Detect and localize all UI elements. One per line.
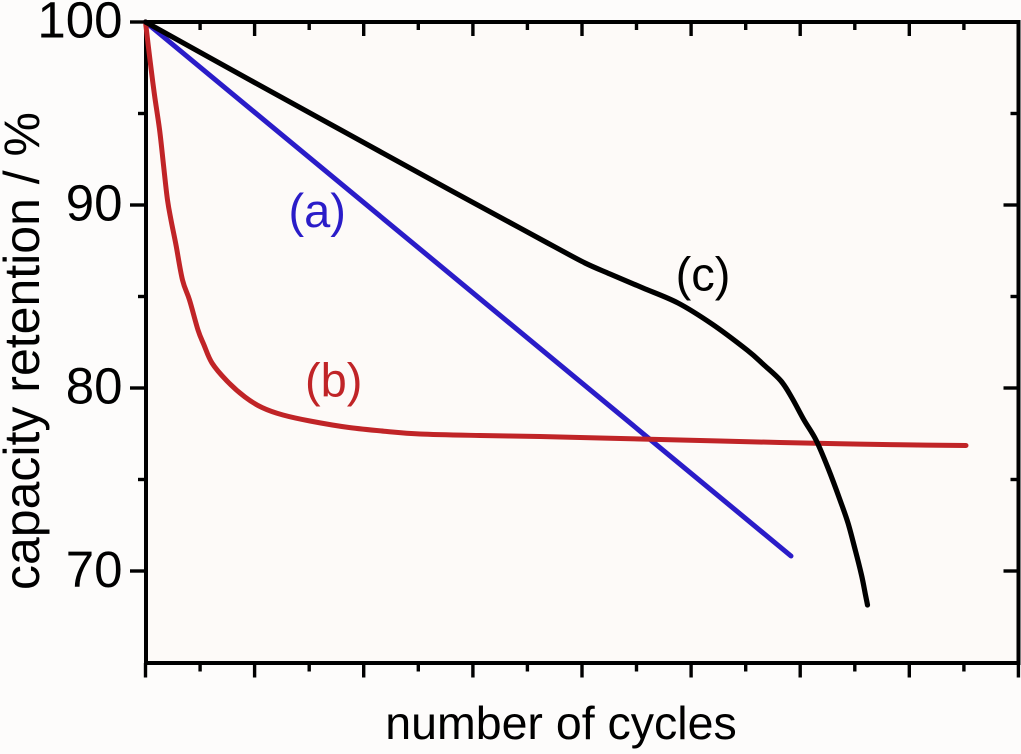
svg-text:100: 100	[37, 0, 122, 49]
svg-text:capacity retention / %: capacity retention / %	[0, 112, 50, 590]
svg-text:(a): (a)	[288, 184, 345, 237]
svg-text:80: 80	[66, 358, 123, 415]
svg-text:number of cycles: number of cycles	[385, 697, 736, 749]
svg-text:70: 70	[66, 541, 123, 598]
svg-text:(c): (c)	[676, 248, 731, 301]
svg-text:90: 90	[66, 175, 123, 232]
svg-text:(b): (b)	[305, 354, 362, 407]
